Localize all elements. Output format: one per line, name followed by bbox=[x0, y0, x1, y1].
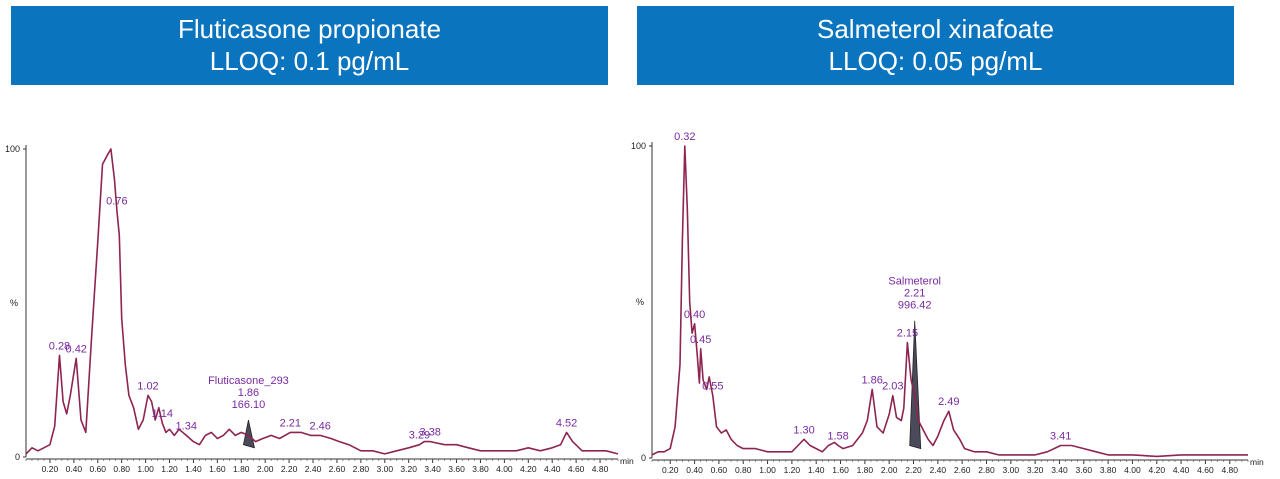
peak-label: 1.30 bbox=[793, 424, 814, 436]
x-tick-label: 2.80 bbox=[353, 464, 370, 474]
x-tick-label: 0.40 bbox=[686, 465, 703, 475]
x-tick-label: 3.60 bbox=[1076, 465, 1093, 475]
x-tick-label: 0.60 bbox=[711, 465, 728, 475]
chromatogram-trace bbox=[651, 145, 1248, 458]
peak-label: 2.49 bbox=[938, 396, 959, 408]
left-title: Fluticasone propionate bbox=[177, 14, 442, 44]
x-tick-label: 1.60 bbox=[832, 465, 849, 475]
x-tick-label: 0.20 bbox=[662, 465, 679, 475]
peak-label: 0.40 bbox=[684, 309, 705, 321]
x-tick-label: 3.80 bbox=[1100, 465, 1117, 475]
y-tick-label: 100 bbox=[631, 141, 646, 151]
peak-label: 1.34 bbox=[176, 420, 197, 432]
fluticasone-chromatogram: 0% 100 0.20 0.40 0.60 0.80 1.00 1.20 1.40 1.60 1.8… bbox=[5, 144, 634, 474]
x-tick-label: 2.20 bbox=[905, 465, 922, 475]
peak-annotation-line: 996.42 bbox=[898, 300, 932, 312]
peak-label: 2.03 bbox=[882, 381, 903, 393]
peak-annotation-line: 2.21 bbox=[904, 288, 925, 300]
peak-label: 1.14 bbox=[152, 408, 173, 420]
x-tick-label: 1.20 bbox=[784, 465, 801, 475]
peak-label: 0.45 bbox=[690, 334, 711, 346]
x-tick-label: 4.00 bbox=[496, 464, 513, 474]
y-tick-label: 0 bbox=[15, 452, 20, 462]
x-tick-label: 1.00 bbox=[759, 465, 776, 475]
x-tick-label: 3.20 bbox=[400, 464, 417, 474]
x-tick-label: 2.80 bbox=[978, 465, 995, 475]
x-axis-label: min bbox=[1250, 457, 1264, 467]
x-tick-label: 4.40 bbox=[1173, 465, 1190, 475]
left-title-banner: Fluticasone propionate LLOQ: 0.1 pg/mL bbox=[11, 6, 608, 85]
y-tick-label: 100 bbox=[5, 144, 20, 154]
x-tick-label: 2.60 bbox=[329, 464, 346, 474]
peak-label: 1.02 bbox=[137, 380, 158, 392]
x-tick-label: 0.40 bbox=[66, 464, 83, 474]
peak-label: 0.76 bbox=[106, 196, 127, 208]
peak-label: 0.55 bbox=[702, 381, 723, 393]
peak-label: 1.58 bbox=[827, 431, 848, 443]
x-tick-label: 0.20 bbox=[42, 464, 59, 474]
x-tick-label: 3.00 bbox=[1003, 465, 1020, 475]
peak-annotation-line: Salmeterol bbox=[888, 276, 941, 288]
x-tick-label: 0.80 bbox=[735, 465, 752, 475]
x-tick-label: 1.60 bbox=[209, 464, 226, 474]
x-tick-label: 0.80 bbox=[113, 464, 130, 474]
x-tick-label: 2.40 bbox=[305, 464, 322, 474]
peak-label: 3.29 bbox=[409, 430, 430, 442]
x-tick-label: 1.20 bbox=[161, 464, 178, 474]
x-tick-label: 3.40 bbox=[424, 464, 441, 474]
y-axis-label: % bbox=[636, 297, 644, 307]
peak-label: 2.15 bbox=[897, 328, 918, 340]
peak-label: 0.32 bbox=[674, 131, 695, 143]
x-tick-label: 3.20 bbox=[1027, 465, 1044, 475]
x-tick-label: 3.60 bbox=[448, 464, 465, 474]
x-tick-label: 4.60 bbox=[568, 464, 585, 474]
x-tick-label: 2.00 bbox=[881, 465, 898, 475]
x-tick-label: 2.40 bbox=[930, 465, 947, 475]
integrated-peak-area bbox=[242, 419, 255, 449]
peak-label: 1.86 bbox=[861, 374, 882, 386]
x-tick-label: 3.40 bbox=[1051, 465, 1068, 475]
x-tick-label: 4.00 bbox=[1124, 465, 1141, 475]
peak-annotation-line: Fluticasone_293 bbox=[208, 375, 289, 387]
peak-label: 2.46 bbox=[309, 420, 330, 432]
x-tick-label: 1.40 bbox=[185, 464, 202, 474]
peak-label: 0.28 bbox=[49, 340, 70, 352]
peak-annotation-line: 166.10 bbox=[232, 399, 266, 411]
peak-label: 2.21 bbox=[280, 417, 301, 429]
x-tick-label: 0.60 bbox=[89, 464, 106, 474]
x-tick-label: 4.80 bbox=[592, 464, 609, 474]
x-tick-label: 4.60 bbox=[1197, 465, 1214, 475]
left-lloq: LLOQ: 0.1 pg/mL bbox=[209, 46, 410, 76]
x-tick-label: 1.80 bbox=[857, 465, 874, 475]
x-tick-label: 2.20 bbox=[281, 464, 298, 474]
right-lloq: LLOQ: 0.05 pg/mL bbox=[828, 46, 1043, 76]
chromatogram-trace bbox=[25, 148, 619, 455]
peak-label: 3.41 bbox=[1050, 431, 1071, 443]
x-tick-label: 1.80 bbox=[233, 464, 250, 474]
x-tick-label: 4.80 bbox=[1221, 465, 1238, 475]
right-title-banner: Salmeterol xinafoate LLOQ: 0.05 pg/mL bbox=[637, 6, 1234, 85]
x-tick-label: 3.80 bbox=[472, 464, 489, 474]
peak-label: 3.38 bbox=[420, 427, 441, 439]
x-axis-label: min bbox=[620, 456, 634, 466]
peak-label: 0.42 bbox=[66, 343, 87, 355]
peak-label: 4.52 bbox=[556, 417, 577, 429]
peak-annotation-line: 1.86 bbox=[238, 387, 259, 399]
x-tick-label: 4.20 bbox=[520, 464, 537, 474]
x-tick-label: 4.40 bbox=[544, 464, 561, 474]
x-tick-label: 4.20 bbox=[1149, 465, 1166, 475]
y-tick-label: 0 bbox=[641, 453, 646, 463]
x-tick-label: 1.40 bbox=[808, 465, 825, 475]
x-tick-label: 3.00 bbox=[377, 464, 394, 474]
right-title: Salmeterol xinafoate bbox=[816, 14, 1055, 44]
y-axis-label: % bbox=[10, 298, 18, 308]
x-tick-label: 2.00 bbox=[257, 464, 274, 474]
x-tick-label: 1.00 bbox=[137, 464, 154, 474]
x-tick-label: 2.60 bbox=[954, 465, 971, 475]
